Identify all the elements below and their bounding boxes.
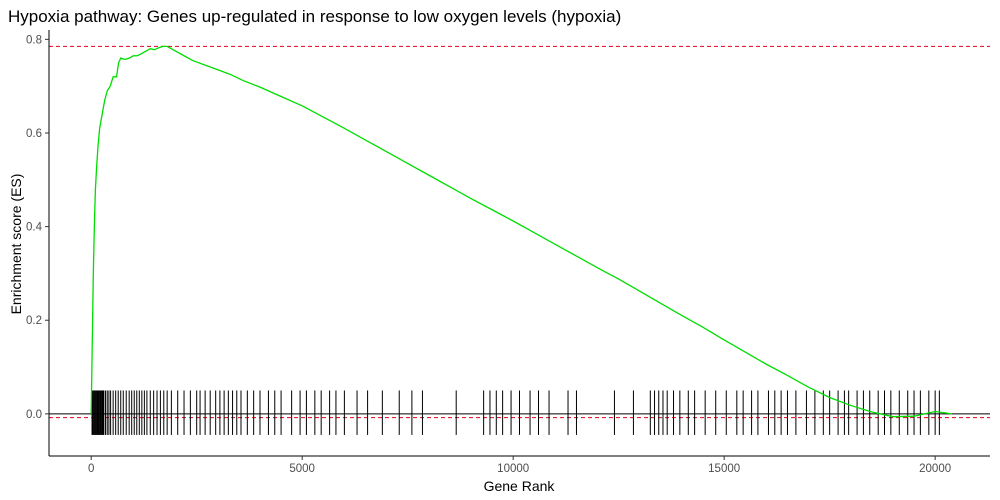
y-tick-label: 0.4 — [26, 222, 43, 234]
y-tick-label: 0.8 — [26, 34, 42, 46]
x-tick-label: 20000 — [919, 463, 951, 475]
x-axis: 0 5000 10000 15000 20000 — [49, 455, 990, 475]
chart-title: Hypoxia pathway: Genes up-regulated in r… — [8, 7, 621, 26]
plot-area — [49, 45, 990, 435]
x-tick-label: 5000 — [289, 463, 315, 475]
y-tick-label: 0.2 — [26, 315, 42, 327]
x-tick-label: 10000 — [497, 463, 529, 475]
y-tick-label: 0.0 — [26, 409, 42, 421]
y-axis-title: Enrichment score (ES) — [8, 174, 24, 315]
es-curve-line — [90, 45, 953, 418]
x-axis-title: Gene Rank — [484, 478, 556, 494]
y-tick-label: 0.6 — [26, 128, 42, 140]
y-axis: 0.0 0.2 0.4 0.6 0.8 — [26, 30, 50, 456]
x-tick-label: 15000 — [708, 463, 740, 475]
x-tick-label: 0 — [88, 463, 94, 475]
